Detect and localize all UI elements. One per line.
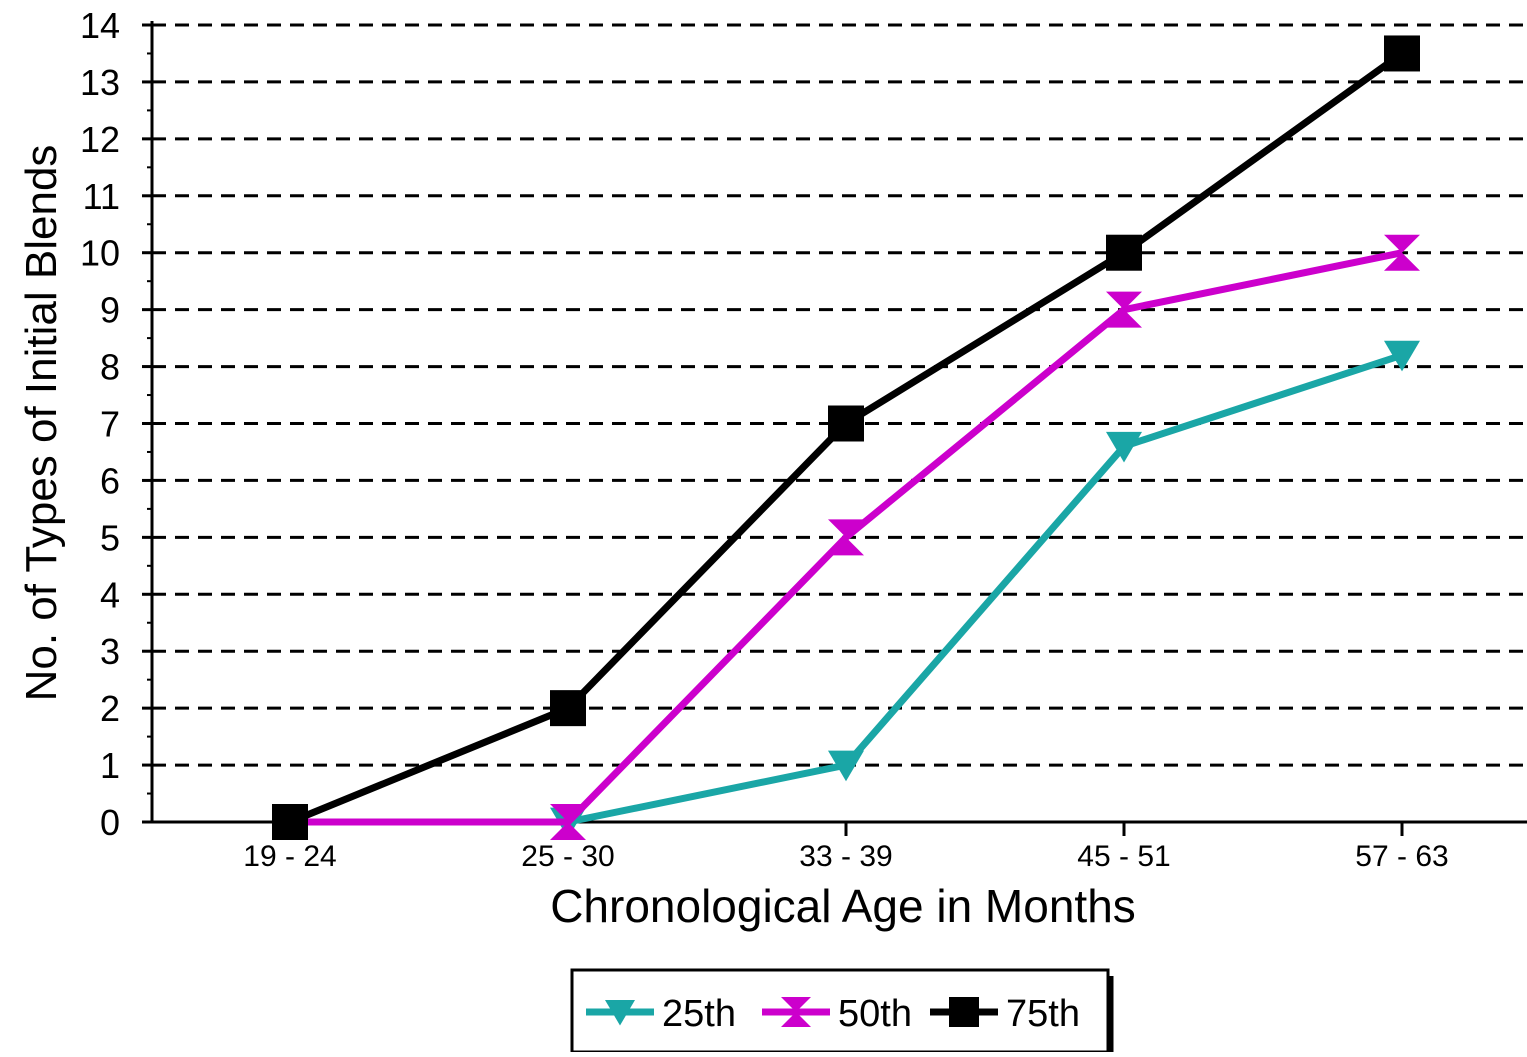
y-tick-label-14: 14 — [80, 5, 120, 46]
y-tick-label-3: 3 — [100, 631, 120, 672]
data-point-75th-57 - 63 — [1384, 35, 1420, 72]
data-point-75th-33 - 39 — [828, 405, 864, 442]
legend-item-75th: 75th — [930, 993, 1080, 1035]
data-point-50th-33 - 39 — [828, 519, 864, 556]
series-50th — [272, 234, 1420, 840]
data-point-75th-25 - 30 — [550, 690, 586, 727]
y-tick-label-7: 7 — [100, 404, 120, 445]
legend-item-25th: 25th — [586, 993, 736, 1035]
legend-label-75th: 75th — [1006, 993, 1080, 1035]
y-tick-label-8: 8 — [100, 347, 120, 388]
data-point-75th-19 - 24 — [272, 804, 308, 840]
y-tick-label-13: 13 — [80, 62, 120, 103]
y-tick-label-0: 0 — [100, 802, 120, 843]
y-tick-label-2: 2 — [100, 688, 120, 729]
data-point-50th-45 - 51 — [1106, 291, 1142, 328]
y-tick-label-4: 4 — [100, 574, 120, 615]
data-point-50th-57 - 63 — [1384, 234, 1420, 271]
y-tick-label-1: 1 — [100, 745, 120, 786]
legend-item-50th: 50th — [762, 993, 912, 1035]
legend-marker-75th — [949, 997, 979, 1027]
y-tick-label-9: 9 — [100, 290, 120, 331]
legend-marker-50th — [781, 997, 811, 1027]
legend-marker-25th — [605, 1000, 635, 1026]
y-tick-label-11: 11 — [83, 176, 120, 217]
y-axis-title: No. of Types of Initial Blends — [17, 145, 66, 702]
x-tick-label-1: 25 - 30 — [521, 840, 614, 873]
y-tick-label-5: 5 — [100, 517, 120, 558]
series-lines — [272, 35, 1420, 840]
data-point-25th-45 - 51 — [1106, 431, 1142, 463]
gridlines — [152, 23, 1527, 767]
x-tick-label-3: 45 - 51 — [1077, 840, 1170, 873]
legend-label-50th: 50th — [838, 993, 912, 1035]
series-line-25th — [567, 351, 1404, 826]
x-tick-label-4: 57 - 63 — [1355, 840, 1448, 873]
data-point-75th-45 - 51 — [1106, 234, 1142, 271]
y-tick-label-6: 6 — [100, 460, 120, 501]
x-axis-title: Chronological Age in Months — [550, 880, 1136, 932]
x-tick-label-0: 19 - 24 — [243, 840, 336, 873]
series-75th — [272, 35, 1420, 840]
y-tick-label-12: 12 — [80, 119, 120, 160]
data-point-50th-25 - 30 — [550, 804, 586, 840]
legend: 25th 50th 75th — [570, 968, 1114, 1054]
legend-label-25th: 25th — [662, 993, 736, 1035]
x-tick-label-2: 33 - 39 — [799, 840, 892, 873]
series-line-50th — [290, 249, 1403, 826]
y-tick-label-10: 10 — [80, 233, 120, 274]
data-point-25th-33 - 39 — [828, 750, 864, 782]
data-point-25th-57 - 63 — [1384, 340, 1420, 372]
legend-box — [570, 968, 1110, 1054]
